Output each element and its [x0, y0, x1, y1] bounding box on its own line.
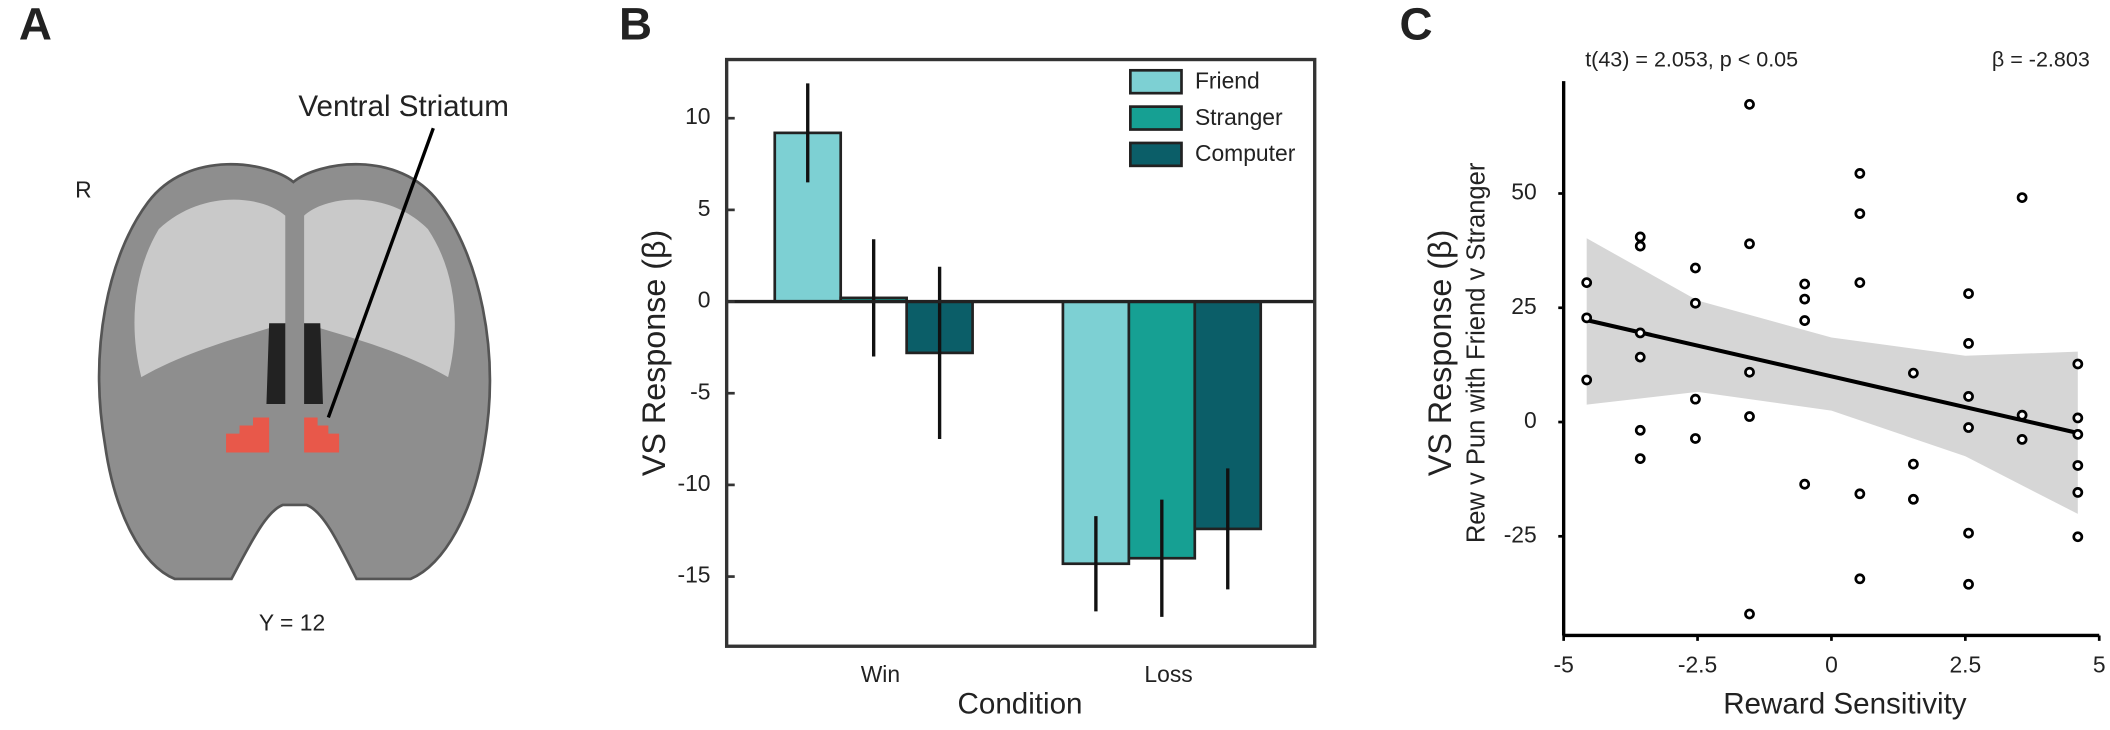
point — [1963, 527, 1974, 539]
roi-right — [304, 417, 340, 453]
panel-label: A — [19, 0, 52, 49]
point — [1799, 278, 1811, 290]
point — [1634, 424, 1646, 436]
point — [1744, 411, 1755, 422]
point — [2072, 487, 2084, 498]
point — [1634, 327, 1646, 339]
y-tick-label: -5 — [690, 378, 710, 404]
point — [1963, 338, 1974, 349]
y-tick-label: -15 — [677, 562, 710, 588]
fit-line — [1586, 318, 2079, 435]
brain-outline — [97, 162, 492, 581]
point — [1963, 578, 1974, 590]
point — [1854, 208, 1866, 219]
point — [1634, 453, 1646, 464]
pointer-line — [326, 127, 435, 419]
point — [1581, 374, 1593, 386]
x-tick-label: Loss — [1144, 661, 1192, 687]
point — [2072, 358, 2084, 370]
y-tick-label: 0 — [1524, 407, 1537, 433]
y-tick-label: 50 — [1511, 179, 1536, 205]
legend-swatch — [1129, 105, 1183, 131]
point — [1634, 240, 1646, 252]
point — [1963, 422, 1974, 433]
point — [1744, 366, 1755, 378]
y-tick-label: -10 — [677, 470, 710, 496]
point — [1581, 277, 1593, 289]
annotation: t(43) = 2.053, p < 0.05 — [1585, 48, 1798, 72]
plot-frame — [724, 57, 1317, 648]
point — [1799, 315, 1811, 326]
point — [1963, 391, 1974, 402]
y-tick-label: -25 — [1504, 521, 1537, 547]
point — [1690, 297, 1701, 309]
point — [1908, 493, 1919, 505]
point — [1799, 478, 1811, 490]
legend-swatch — [1129, 68, 1183, 95]
point — [2016, 434, 2028, 445]
point — [2016, 192, 2028, 203]
point — [1799, 293, 1811, 305]
x-tick-label: 0 — [1825, 651, 1838, 677]
y-tick-label: 0 — [698, 287, 711, 313]
x-tick-label: Win — [861, 661, 900, 687]
point — [1744, 238, 1755, 250]
point — [1854, 168, 1866, 179]
white-matter — [304, 199, 455, 378]
y-axis-sublabel: Rew v Pun with Friend v Stranger — [1462, 162, 1490, 543]
point — [1690, 433, 1701, 444]
point — [1634, 351, 1646, 363]
point — [1634, 231, 1646, 243]
legend-label: Friend — [1195, 67, 1260, 93]
point — [2072, 531, 2084, 543]
legend-label: Computer — [1195, 140, 1296, 166]
point — [1854, 573, 1866, 585]
point — [1690, 393, 1701, 405]
ventricles — [266, 323, 323, 405]
x-tick-label: 2.5 — [1949, 651, 1981, 677]
point — [2072, 460, 2084, 471]
point — [1908, 367, 1919, 379]
panel-label: B — [619, 0, 652, 49]
y-tick-label: 10 — [685, 103, 710, 129]
point — [2072, 412, 2084, 424]
white-matter — [134, 199, 286, 378]
point — [1854, 277, 1866, 289]
x-tick-label: -2.5 — [1678, 651, 1717, 677]
point — [2016, 409, 2028, 421]
point — [1854, 488, 1866, 500]
legend-label: Stranger — [1195, 104, 1283, 130]
point — [1581, 312, 1593, 324]
point — [1908, 458, 1919, 470]
slice-label: Y = 12 — [259, 610, 325, 636]
y-tick-label: 5 — [698, 195, 711, 221]
y-tick-label: 25 — [1511, 293, 1536, 319]
panel-a: A Ventral Striatum R Y = 12 — [19, 0, 509, 636]
point — [2072, 428, 2084, 440]
point — [1744, 98, 1755, 110]
legend-swatch — [1129, 141, 1183, 168]
roi-left — [226, 417, 270, 453]
x-tick-label: -5 — [1553, 651, 1573, 677]
x-axis-label: Reward Sensitivity — [1723, 687, 1967, 720]
y-axis-label: VS Response (β) — [636, 230, 672, 476]
panel-label: C — [1399, 0, 1432, 49]
annotation: Ventral Striatum — [298, 90, 509, 123]
x-tick-label: 5 — [2093, 651, 2106, 677]
y-axis-label: VS Response (β) — [1422, 230, 1458, 476]
point — [1690, 262, 1701, 274]
side-label: R — [75, 176, 92, 202]
point — [1963, 288, 1974, 299]
x-axis-label: Condition — [957, 687, 1082, 720]
point — [1744, 608, 1755, 620]
annotation: β = -2.803 — [1992, 48, 2090, 72]
